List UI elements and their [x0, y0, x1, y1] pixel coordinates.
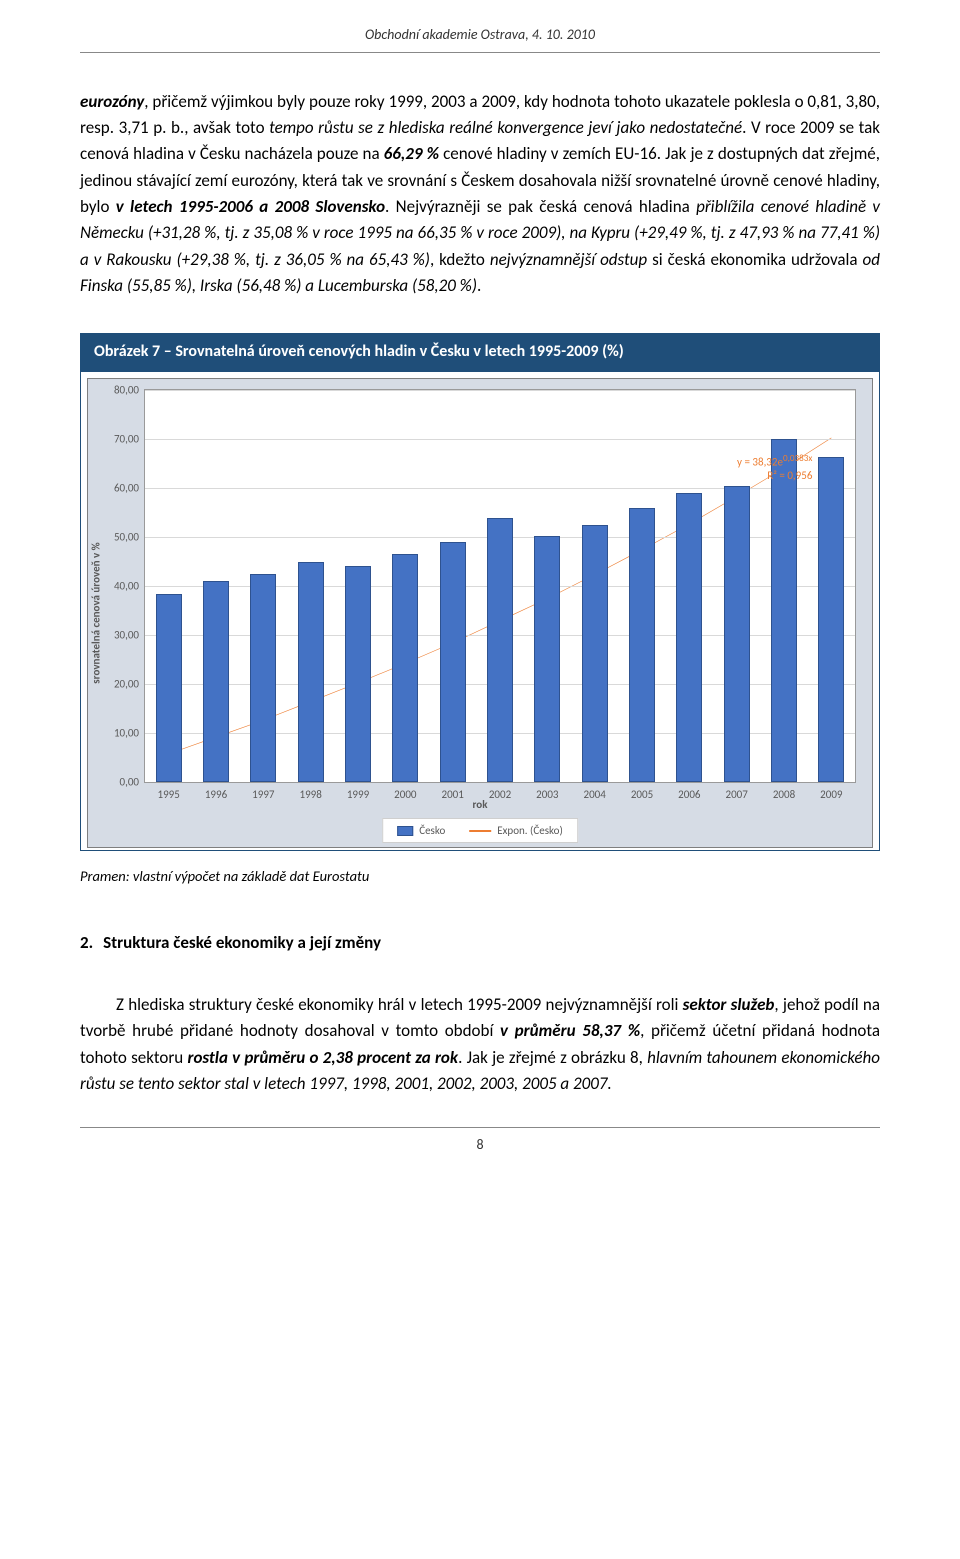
legend-item-bar: Česko [397, 822, 445, 839]
section-number: 2. [80, 930, 93, 956]
ytick-label: 80,00 [114, 382, 139, 399]
line-swatch-icon [469, 830, 491, 832]
xtick-label: 2009 [820, 786, 842, 803]
ytick-label: 10,00 [114, 725, 139, 742]
bar [345, 566, 371, 783]
bar [392, 554, 418, 782]
section-title: Struktura české ekonomiky a její změny [103, 932, 381, 953]
bar [250, 574, 276, 782]
ytick-label: 70,00 [114, 431, 139, 448]
bar [676, 493, 702, 782]
xtick-label: 2008 [773, 786, 795, 803]
bar-swatch-icon [397, 826, 413, 836]
paragraph-2: Z hlediska struktury české ekonomiky hrá… [80, 992, 880, 1097]
page-footer: 8 [80, 1127, 880, 1156]
xtick-label: 2006 [678, 786, 700, 803]
chart-container: srovnatelná cenová úroveň v % 0,0010,002… [80, 372, 880, 851]
ytick-label: 20,00 [114, 676, 139, 693]
xtick-label: 2002 [489, 786, 511, 803]
bar [771, 439, 797, 782]
chart-legend: Česko Expon. (Česko) [382, 818, 578, 843]
y-axis-title: srovnatelná cenová úroveň v % [87, 543, 104, 684]
xtick-label: 1996 [205, 786, 227, 803]
xtick-label: 2001 [442, 786, 464, 803]
x-axis-title: rok [473, 796, 488, 813]
bar [629, 508, 655, 782]
legend-label-1: Česko [419, 822, 445, 839]
bar [487, 518, 513, 783]
section-heading: 2. Struktura české ekonomiky a její změny [80, 930, 880, 956]
figure-source: Pramen: vlastní výpočet na základě dat E… [80, 865, 880, 887]
xtick-label: 2005 [631, 786, 653, 803]
bar [582, 525, 608, 782]
bar [440, 542, 466, 782]
ytick-label: 0,00 [120, 774, 139, 791]
trend-equation: y = 38,32e0,0383xR² = 0,956 [737, 453, 812, 482]
plot-area: 0,0010,0020,0030,0040,0050,0060,0070,008… [144, 389, 856, 783]
chart-canvas: srovnatelná cenová úroveň v % 0,0010,002… [87, 378, 873, 848]
xtick-label: 2007 [726, 786, 748, 803]
paragraph-1: eurozóny, přičemž výjimkou byly pouze ro… [80, 89, 880, 300]
xtick-label: 1997 [252, 786, 274, 803]
xtick-label: 1998 [300, 786, 322, 803]
legend-item-trend: Expon. (Česko) [469, 822, 563, 839]
bar [156, 594, 182, 783]
bar [724, 486, 750, 782]
ytick-label: 50,00 [114, 529, 139, 546]
xtick-label: 2003 [536, 786, 558, 803]
bar [203, 581, 229, 782]
xtick-label: 2004 [584, 786, 606, 803]
bar [534, 536, 560, 782]
ytick-label: 60,00 [114, 480, 139, 497]
gridline [145, 439, 855, 440]
xtick-label: 2000 [394, 786, 416, 803]
bar [818, 457, 844, 782]
xtick-label: 1999 [347, 786, 369, 803]
gridline [145, 390, 855, 391]
page-header: Obchodní akademie Ostrava, 4. 10. 2010 [80, 24, 880, 53]
ytick-label: 40,00 [114, 578, 139, 595]
figure-title: Obrázek 7 – Srovnatelná úroveň cenových … [80, 333, 880, 372]
xtick-label: 1995 [158, 786, 180, 803]
legend-label-2: Expon. (Česko) [497, 822, 563, 839]
bar [298, 562, 324, 783]
ytick-label: 30,00 [114, 627, 139, 644]
